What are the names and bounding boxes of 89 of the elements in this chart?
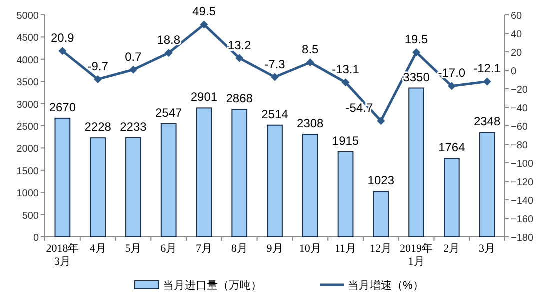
point — [271, 73, 279, 82]
data-label: 2228 — [84, 120, 112, 134]
bar — [373, 191, 390, 238]
data-label: -7.3 — [264, 57, 286, 72]
legend-label: 当月进口量（万吨） — [163, 279, 262, 292]
y-tick-label: 0 — [33, 233, 40, 244]
y-tick-label: 5000 — [16, 11, 40, 22]
bar — [267, 124, 283, 238]
y-tick-label: 4500 — [16, 33, 40, 44]
data-label: 8.5 — [302, 42, 320, 57]
y-tick-label: 3000 — [16, 100, 40, 111]
y2-tick-label: −120 — [511, 178, 534, 188]
data-label: 1764 — [438, 140, 466, 155]
y-tick-label: 2500 — [16, 122, 40, 133]
data-label: 49.5 — [192, 4, 216, 19]
point — [448, 82, 456, 90]
point — [94, 75, 102, 84]
y2-tick-label: 0 — [511, 66, 517, 78]
point — [129, 66, 138, 74]
data-label: 2233 — [120, 120, 148, 134]
y2-tick-label: −180 — [511, 233, 534, 244]
x-tick-label: 2019年 1月 — [400, 243, 434, 268]
data-label: 2308 — [297, 116, 324, 131]
point — [200, 20, 208, 29]
data-label: -13.1 — [332, 62, 360, 77]
x-tick-label: 4月 — [90, 243, 106, 255]
x-tick-label: 5月 — [125, 243, 142, 255]
x-tick-label: 8月 — [231, 243, 248, 255]
bar — [408, 88, 424, 238]
data-label: 2670 — [49, 100, 76, 114]
point — [412, 48, 421, 56]
x-tick-label: 11月 — [334, 243, 357, 255]
y-tick-label: 500 — [22, 210, 40, 222]
point — [483, 78, 492, 86]
data-label: 2514 — [262, 107, 289, 122]
data-label: 20.9 — [51, 31, 75, 46]
data-label: 13.2 — [228, 38, 252, 52]
y2-tick-label: 60 — [511, 11, 523, 22]
bar — [444, 158, 460, 238]
bar — [90, 138, 106, 238]
y2-tick-label: −100 — [511, 159, 534, 170]
y2-tick-label: −140 — [511, 196, 534, 207]
y2-tick-label: −40 — [511, 104, 528, 114]
y-tick-label: 2000 — [16, 144, 40, 156]
x-tick-label: 9月 — [266, 243, 284, 255]
bar — [126, 137, 142, 238]
bar — [54, 118, 71, 238]
data-label: 2868 — [226, 92, 254, 106]
data-label: 1023 — [368, 174, 395, 188]
x-tick-label: 2018年 3月 — [46, 243, 80, 268]
point — [377, 117, 386, 126]
y2-tick-label: 20 — [511, 48, 523, 59]
legend-label: 当月增速（%） — [348, 279, 424, 292]
data-label: 2547 — [155, 106, 183, 120]
point — [58, 47, 67, 56]
data-label: -9.7 — [88, 59, 109, 74]
point — [164, 49, 173, 58]
x-tick-label: 6月 — [160, 243, 178, 255]
point — [306, 58, 314, 67]
x-tick-label: 12月 — [370, 243, 392, 255]
y-tick-label: 4000 — [16, 55, 40, 66]
bar — [302, 134, 318, 238]
x-tick-label: 3月 — [479, 243, 496, 255]
y-tick-label: 1000 — [16, 188, 40, 200]
x-tick-label: 7月 — [196, 243, 212, 255]
y2-tick-label: −160 — [511, 214, 534, 226]
data-label: 2348 — [474, 114, 501, 129]
data-label: 0.7 — [125, 50, 142, 64]
data-label: 1915 — [332, 134, 360, 148]
data-label: 2901 — [190, 90, 218, 104]
bar — [338, 151, 354, 238]
y2-tick-label: −80 — [511, 140, 528, 152]
y-tick-label: 3500 — [16, 78, 40, 89]
bar — [479, 132, 496, 238]
data-label: 18.8 — [157, 33, 181, 48]
point — [342, 78, 350, 87]
y2-tick-label: −20 — [511, 85, 528, 96]
point — [236, 54, 244, 62]
bar — [160, 123, 177, 238]
data-label: -12.1 — [474, 62, 502, 76]
data-label: 19.5 — [404, 32, 429, 46]
x-tick-label: 10月 — [299, 243, 322, 255]
bar — [232, 109, 248, 238]
bar — [196, 108, 212, 238]
data-label: -17.0 — [438, 66, 466, 80]
y2-tick-label: −60 — [511, 122, 528, 133]
x-tick-label: 2月 — [444, 243, 460, 255]
y-tick-label: 1500 — [16, 166, 40, 178]
y2-tick-label: 40 — [511, 30, 523, 40]
